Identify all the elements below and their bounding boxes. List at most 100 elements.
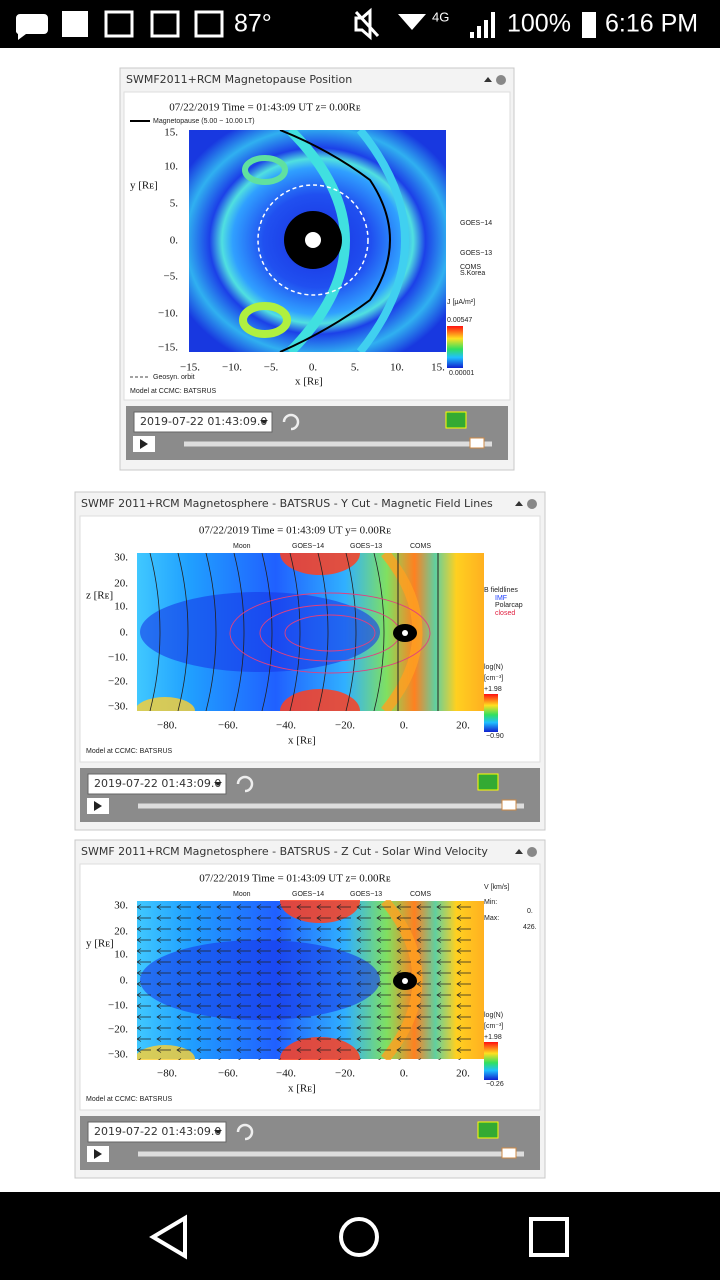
plot-shape	[176, 904, 191, 910]
movie-button[interactable]	[477, 1121, 499, 1139]
plot-shape	[137, 959, 151, 965]
plot-shape	[176, 1036, 191, 1042]
plot-shape	[280, 689, 360, 711]
plot-shape	[196, 992, 211, 998]
plot-shape	[176, 1025, 191, 1031]
plot-shape	[277, 1058, 282, 1060]
x-tick-label: −20.	[335, 1068, 355, 1080]
plot-shape	[156, 981, 171, 987]
plot-shape	[356, 904, 371, 910]
plot-shape	[436, 1014, 451, 1020]
refresh-button[interactable]	[282, 413, 300, 431]
gallery-icon	[104, 10, 134, 38]
plot-shape	[196, 1014, 211, 1020]
plot-shape	[376, 915, 391, 921]
plot-shape	[396, 992, 411, 998]
plot-shape	[456, 937, 471, 943]
colorbar	[484, 694, 498, 732]
plot-shape	[456, 1014, 471, 1020]
y-tick-label: −10.	[108, 652, 128, 664]
y-tick-label: 20.	[114, 926, 128, 938]
close-button[interactable]	[527, 499, 537, 509]
plot-shape	[236, 937, 251, 943]
colorbar-max: +1.98	[484, 686, 502, 693]
plot-shape	[176, 937, 191, 943]
x-tick-label: 5.	[351, 362, 360, 374]
time-select[interactable]	[133, 411, 273, 433]
fieldline-legend: Polarcap	[495, 602, 523, 609]
plot-shape	[436, 959, 451, 965]
slider-thumb[interactable]	[469, 437, 485, 449]
plot-shape	[216, 904, 231, 910]
close-button[interactable]	[527, 847, 537, 857]
plot-shape	[336, 959, 351, 965]
collapse-button[interactable]	[515, 501, 523, 506]
plot-shape	[376, 981, 391, 987]
x-tick-label: −80.	[157, 1068, 177, 1080]
movie-button[interactable]	[477, 773, 499, 791]
plot-shape	[296, 1047, 311, 1053]
network: 4G	[432, 9, 449, 24]
refresh-button[interactable]	[236, 1123, 254, 1141]
plot-shape	[196, 959, 211, 965]
dropdown-arrow	[214, 1130, 222, 1134]
refresh-button[interactable]	[236, 775, 254, 793]
temperature: 87°	[234, 10, 272, 38]
model-note: Model at CCMC: BATSRUS	[130, 388, 217, 395]
time-select[interactable]	[87, 1121, 227, 1143]
plot-shape	[296, 1036, 311, 1042]
plot-shape	[216, 992, 231, 998]
plot-shape	[176, 981, 191, 987]
time-select-value: 2019-07-22 01:43:09.0	[94, 1125, 221, 1138]
plot-shape	[296, 959, 311, 965]
plot-shape	[336, 981, 351, 987]
recents-button[interactable]	[529, 1217, 569, 1257]
movie-button[interactable]	[445, 411, 467, 429]
slider-thumb[interactable]	[501, 799, 517, 811]
plot-shape	[256, 904, 271, 910]
plot-shape	[256, 1036, 271, 1042]
plot-shape	[177, 1058, 182, 1060]
plot-shape	[456, 904, 471, 910]
plot-shape	[196, 1025, 211, 1031]
colorbar	[447, 326, 463, 368]
plot-shape	[456, 915, 471, 921]
plot-shape	[137, 970, 151, 976]
plot-shape	[356, 1036, 371, 1042]
plot-shape	[396, 1047, 411, 1053]
plot-shape	[196, 904, 211, 910]
plot-shape	[316, 926, 331, 932]
home-button[interactable]	[339, 1217, 379, 1257]
collapse-button[interactable]	[484, 77, 492, 82]
velocity-min: 0.	[527, 908, 533, 915]
plot-shape	[416, 1014, 431, 1020]
close-button[interactable]	[496, 75, 506, 85]
object-legend: COMS	[410, 543, 431, 550]
plot-shape	[216, 1036, 231, 1042]
y-axis-label: y [Rᴇ]	[130, 180, 158, 192]
plot-shape	[436, 915, 451, 921]
y-tick-label: 0.	[120, 975, 129, 987]
plot-shape	[276, 937, 291, 943]
plot-shape	[296, 904, 311, 910]
plot-shape	[156, 1025, 171, 1031]
field-features	[137, 553, 439, 711]
plot-shape	[176, 1003, 191, 1009]
plot-shape	[436, 1003, 451, 1009]
plot-title: 07/22/2019 Time = 01:43:09 UT y= 0.00Rᴇ	[199, 525, 391, 537]
x-tick-label: −60.	[218, 1068, 238, 1080]
colorbar-unit: [cm⁻³]	[484, 1023, 503, 1030]
back-button[interactable]	[149, 1214, 187, 1260]
plot-shape	[216, 1014, 231, 1020]
collapse-button[interactable]	[515, 849, 523, 854]
plot-shape	[416, 1003, 431, 1009]
colorbar-label: log(N)	[484, 1012, 503, 1019]
plot-shape	[237, 1058, 242, 1060]
x-tick-label: 10.	[390, 362, 404, 374]
plot-shape	[156, 1014, 171, 1020]
slider-thumb[interactable]	[501, 1147, 517, 1159]
time-select[interactable]	[87, 773, 227, 795]
y-tick-label: −20.	[108, 676, 128, 688]
plot-shape	[216, 1025, 231, 1031]
plot-shape	[456, 992, 471, 998]
